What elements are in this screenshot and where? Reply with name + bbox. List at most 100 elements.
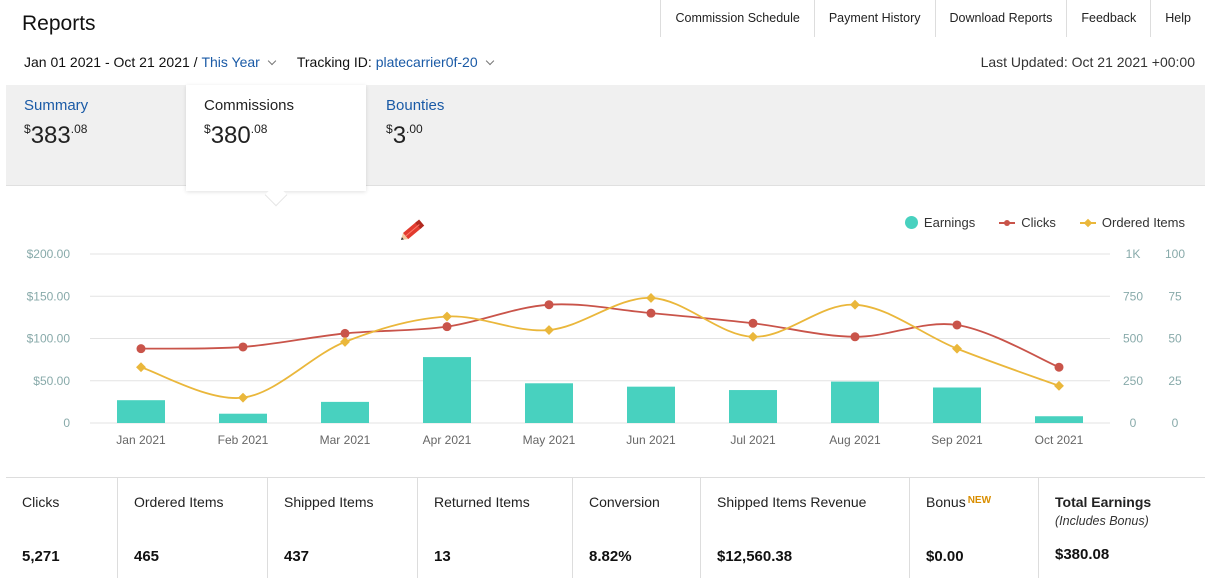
y-right-ordered-tick-label: 50 [1168,332,1182,346]
page-title: Reports [22,12,96,35]
ordered-items-point [646,292,656,303]
y-right-clicks-tick-label: 750 [1123,289,1143,303]
commission-schedule-button[interactable]: Commission Schedule [661,0,815,37]
clicks-point [748,318,758,328]
x-tick-label: Sep 2021 [931,433,983,447]
tab-bounties-label: Bounties [386,97,445,114]
clicks-point [850,332,860,342]
ordered-items-line [140,297,1060,399]
earnings-bar [627,386,675,423]
ordered-items-point [136,362,146,373]
stat-ordered-items: Ordered Items 465 [118,478,268,578]
earnings-bar [423,357,471,423]
ordered-items-point [850,299,860,310]
x-tick-label: Jul 2021 [730,433,776,447]
commissions-amount: $380.08 [204,122,268,149]
y-left-tick-label: $100.00 [27,332,71,346]
stat-shipped-items: Shipped Items 437 [268,478,418,578]
ordered-items-point [238,392,248,403]
earnings-bar [831,381,879,423]
tracking-label: Tracking ID: [296,54,372,70]
earnings-bar [117,400,165,423]
chart-legend: Earnings Clicks Ordered Items [904,215,1185,230]
earnings-bar [219,413,267,423]
earnings-bar [729,390,777,423]
x-tick-label: Jun 2021 [626,433,676,447]
tab-commissions-label: Commissions [204,97,295,114]
x-tick-label: Aug 2021 [829,433,881,447]
y-right-ordered-tick-label: 25 [1168,374,1182,388]
y-right-ordered-tick-label: 100 [1165,247,1185,261]
payment-history-button[interactable]: Payment History [814,0,936,37]
clicks-point [136,344,146,354]
x-tick-label: Apr 2021 [423,433,472,447]
tracking-id-dropdown[interactable]: platecarrier0f-20 [375,54,478,70]
clicks-point [952,320,962,330]
x-tick-label: May 2021 [523,433,576,447]
x-tick-label: Feb 2021 [218,433,269,447]
clicks-line-icon [999,218,1016,228]
clicks-point [1054,362,1064,372]
clicks-point [442,322,452,332]
ordered-items-line-icon [1079,218,1096,228]
y-right-ordered-tick-label: 0 [1172,416,1179,430]
tab-bounties[interactable]: Bounties $3.00 [368,85,548,186]
legend-earnings[interactable]: Earnings [904,215,975,230]
legend-clicks[interactable]: Clicks [999,215,1056,230]
earnings-dot-icon [904,216,918,229]
stat-conversion: Conversion 8.82% [573,478,701,578]
new-badge: NEW [967,495,992,506]
x-tick-label: Mar 2021 [320,433,371,447]
pencil-icon [400,219,425,240]
tabs-band: Summary $383.08 Commissions $380.08 Boun… [6,85,1205,191]
clicks-point [646,308,656,318]
stat-clicks: Clicks 5,271 [6,478,118,578]
last-updated: Last Updated: Oct 21 2021 +00:00 [980,54,1195,70]
y-right-clicks-tick-label: 1K [1126,247,1141,261]
ordered-items-point [748,331,758,342]
ordered-items-point [544,325,554,335]
download-reports-button[interactable]: Download Reports [935,0,1068,37]
period-dropdown[interactable]: This Year [201,54,260,70]
filter-row: Jan 01 2021 - Oct 21 2021 / This Year Tr… [24,54,494,70]
ordered-items-point [442,311,452,322]
stat-bonus: Bonus NEW $0.00 [910,478,1039,578]
feedback-button[interactable]: Feedback [1067,0,1152,37]
legend-ordered-items[interactable]: Ordered Items [1079,215,1185,230]
earnings-bar [321,401,369,423]
y-right-ordered-tick-label: 75 [1168,289,1182,303]
clicks-point [544,300,554,310]
y-left-tick-label: $200.00 [27,247,71,261]
stat-total-earnings: Total Earnings (Includes Bonus) $380.08 [1055,494,1152,563]
summary-amount: $383.08 [24,122,88,149]
stats-bar: Clicks 5,271 Ordered Items 465 Shipped I… [6,477,1205,578]
date-range: Jan 01 2021 - Oct 21 2021 / [24,54,198,70]
combo-chart: 0 0 0 $50.00 250 25 $100.00 500 50 $150.00 750 75 $2… [27,247,1186,447]
stat-returned-items: Returned Items 13 [418,478,573,578]
y-left-tick-label: $150.00 [27,289,71,303]
ordered-items-point [1054,380,1064,391]
chevron-down-icon[interactable] [267,56,277,65]
y-right-clicks-tick-label: 0 [1130,416,1137,430]
help-button[interactable]: Help [1151,0,1205,37]
y-right-clicks-tick-label: 250 [1123,374,1143,388]
tab-summary[interactable]: Summary $383.08 [6,85,186,186]
clicks-point [238,342,248,352]
clicks-point [340,328,350,338]
earnings-bar [525,383,573,423]
tab-commissions[interactable]: Commissions $380.08 [186,85,366,191]
x-tick-label: Jan 2021 [116,433,166,447]
x-tick-label: Oct 2021 [1035,433,1084,447]
clicks-line [140,303,1060,369]
stat-shipped-revenue: Shipped Items Revenue $12,560.38 [701,478,910,578]
earnings-bar [1035,416,1083,423]
bounties-amount: $3.00 [386,122,423,149]
ordered-items-point [952,343,962,354]
tab-summary-label: Summary [24,97,89,114]
earnings-bar [933,387,981,423]
chevron-down-icon[interactable] [485,56,494,65]
top-nav: Commission Schedule Payment History Down… [660,0,1205,37]
y-left-tick-label: 0 [63,416,70,430]
y-left-tick-label: $50.00 [33,374,70,388]
y-right-clicks-tick-label: 500 [1123,332,1143,346]
